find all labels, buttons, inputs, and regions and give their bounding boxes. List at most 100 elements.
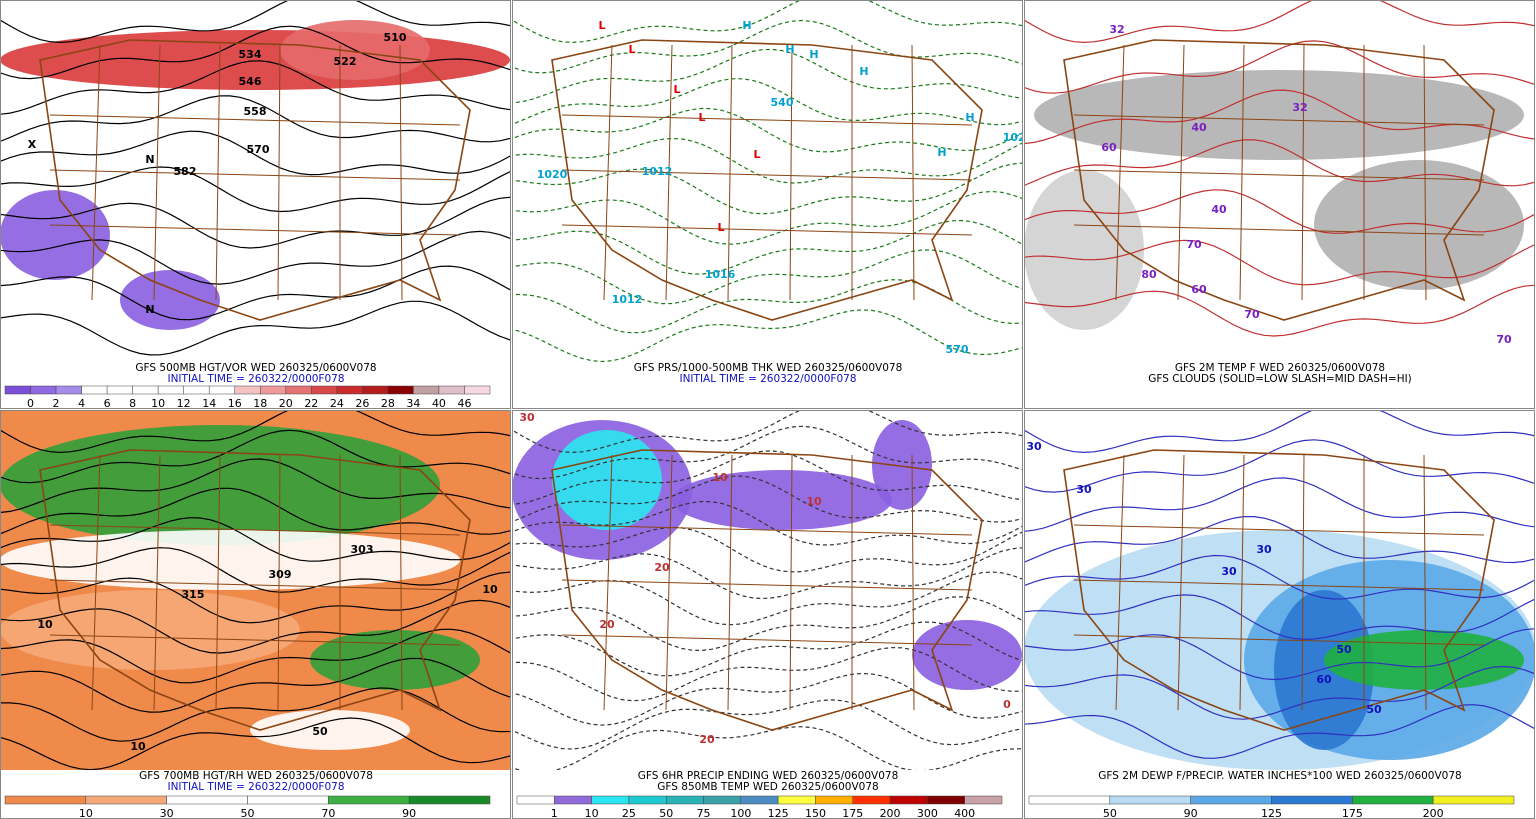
map-area: 30 20 10 20 20 0 10 <box>512 410 1023 770</box>
contour-line <box>1024 40 1535 94</box>
map-label: 50 <box>312 725 328 738</box>
contour-line <box>0 60 511 115</box>
colorbar-box <box>328 795 410 805</box>
colorbar-box <box>311 385 338 395</box>
caption: GFS 500MB HGT/VOR WED 260325/0600V078 <box>135 362 376 374</box>
contour-line <box>0 628 511 684</box>
state-boundary <box>561 224 973 236</box>
colorbar-box <box>247 795 329 805</box>
colorbar-label: 50 <box>659 807 673 819</box>
colorbar-label: 28 <box>381 397 395 410</box>
map-area: 510 522 534 546 558 570 582 N N X <box>0 0 511 362</box>
colorbar-box <box>260 385 287 395</box>
state-boundary <box>1115 454 1125 711</box>
colorbar-label: 10 <box>151 397 165 410</box>
map-label: 570 <box>247 143 270 156</box>
colorbar-box <box>889 795 928 805</box>
map-label: 20 <box>654 561 670 574</box>
state-boundary <box>789 44 793 301</box>
colorbar-box <box>166 795 248 805</box>
map-label: 10 <box>37 618 53 631</box>
state-boundary <box>1073 524 1485 536</box>
colorbar-box <box>362 385 389 395</box>
colorbar-box <box>4 385 31 395</box>
map-label: H <box>937 146 946 159</box>
colorbar-label: 125 <box>768 807 789 819</box>
contour-line <box>512 107 1023 153</box>
state-boundary <box>561 169 973 181</box>
state-boundary <box>1115 44 1125 301</box>
colorbar-label: 75 <box>697 807 711 819</box>
colorbar-box <box>464 385 491 395</box>
map-label: 10 <box>130 740 146 753</box>
contour-line <box>512 0 1023 44</box>
contour-line <box>512 450 1023 506</box>
colorbar-box <box>55 385 82 395</box>
map-label: 60 <box>1316 673 1332 686</box>
contour-line <box>512 425 1023 480</box>
colorbar-box <box>85 795 167 805</box>
map-label: 30 <box>1256 543 1272 556</box>
map-panel: 30 30 30 30 50 60 50 GFS 2M DEWP F/PRECIP. WATE… <box>1024 410 1535 819</box>
map-label: 522 <box>334 55 357 68</box>
map-label: 70 <box>1244 308 1260 321</box>
map-label: L <box>698 111 705 124</box>
state-boundary <box>727 44 733 301</box>
colorbar-label: 300 <box>917 807 938 819</box>
contour-line <box>512 475 1023 523</box>
map-label: 30 <box>1026 440 1042 453</box>
map-label: 20 <box>699 733 715 746</box>
contour-line <box>512 646 1023 702</box>
colorbar-label: 4 <box>78 397 85 410</box>
map-label: 546 <box>239 75 262 88</box>
colorbar-box <box>157 385 184 395</box>
map-label: 570 <box>946 343 969 356</box>
colorbar-label: 125 <box>1261 807 1282 819</box>
contour-line <box>0 265 511 321</box>
contour-line <box>0 429 511 484</box>
colorbar-label: 8 <box>129 397 136 410</box>
panel-border <box>1024 0 1535 409</box>
map-label: H <box>965 111 974 124</box>
state-boundary <box>399 44 403 301</box>
shaded-region <box>1324 630 1524 690</box>
colorbar-label: 18 <box>253 397 267 410</box>
colorbar-box <box>852 795 891 805</box>
contour-line <box>0 166 511 213</box>
contour-line <box>512 699 1023 750</box>
map-label: 309 <box>269 568 292 581</box>
contour-line <box>0 230 511 285</box>
state-boundary <box>911 454 915 711</box>
map-area: H H H H H H L L L L L L 1020 1012 1028 1016 1012 540 570 <box>512 0 1023 362</box>
caption: GFS 2M DEWP F/PRECIP. WATER INCHES*100 W… <box>1098 770 1461 782</box>
state-boundary <box>49 634 461 646</box>
colorbar-box <box>1028 795 1111 805</box>
contour-line <box>1024 410 1535 454</box>
country-boundary <box>1063 39 1495 321</box>
map-label: H <box>742 19 751 32</box>
colorbar-box <box>4 795 87 805</box>
caption: INITIAL TIME = 260322/0000F078 <box>679 373 856 385</box>
shaded-region <box>0 590 300 670</box>
contour-line <box>1024 139 1535 187</box>
colorbar-label: 175 <box>842 807 863 819</box>
colorbar-box <box>336 385 363 395</box>
map-label: 1020 <box>537 168 568 181</box>
contour-line <box>0 717 511 770</box>
contour-line <box>0 0 511 44</box>
map-label: L <box>598 19 605 32</box>
contour-line <box>0 25 511 80</box>
colorbar-box <box>413 385 440 395</box>
contour-line <box>512 48 1023 104</box>
state-boundary <box>561 634 973 646</box>
colorbar-label: 100 <box>730 807 751 819</box>
map-label: 540 <box>771 96 794 109</box>
contour-line <box>1024 554 1535 600</box>
contour-line <box>512 571 1023 626</box>
colorbar-label: 40 <box>432 397 446 410</box>
colorbar-box <box>81 385 108 395</box>
map-label: 10 <box>806 495 822 508</box>
state-boundary <box>215 44 221 301</box>
